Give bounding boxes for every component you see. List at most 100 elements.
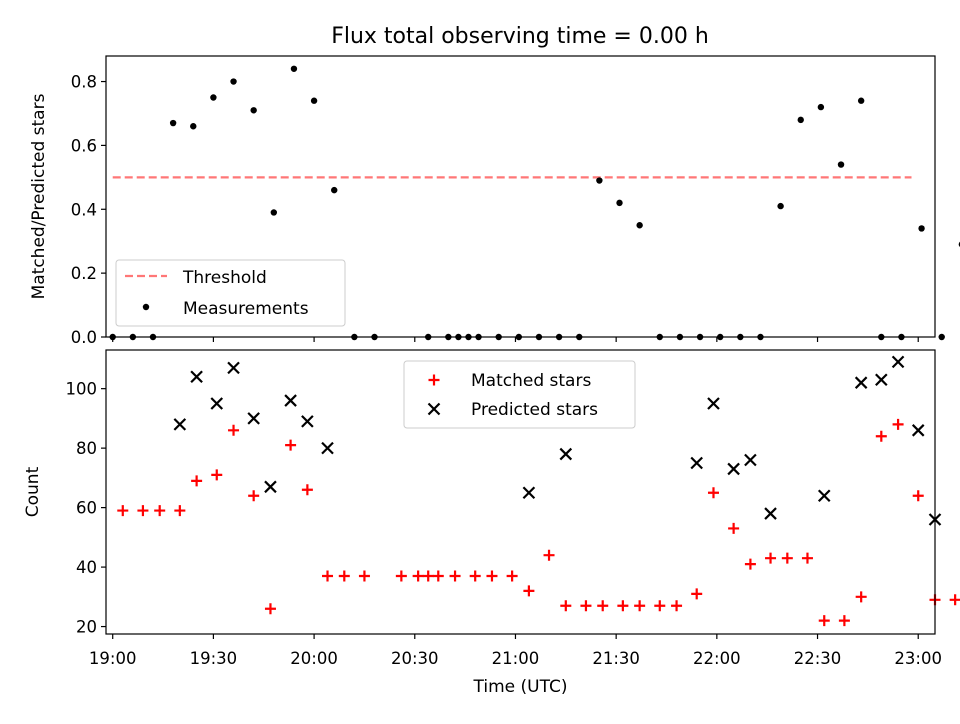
- measurement-point: [190, 123, 197, 130]
- measurement-point: [210, 94, 217, 101]
- measurement-point: [596, 177, 603, 184]
- matched-star-point: [469, 570, 481, 582]
- legend-predicted-label: Predicted stars: [471, 400, 598, 420]
- matched-star-point: [855, 591, 867, 603]
- matched-star-point: [395, 570, 407, 582]
- bottom-plot-frame: [105, 349, 936, 635]
- matched-star-point: [248, 490, 260, 502]
- matched-star-point: [264, 603, 276, 615]
- matched-star-point: [580, 600, 592, 612]
- measurement-point: [817, 103, 825, 111]
- measurement-point: [857, 97, 865, 104]
- top-y-axis-label: Matched/Predicted stars: [29, 93, 49, 299]
- matched-star-point: [838, 615, 850, 627]
- predicted-star-point: [891, 355, 905, 369]
- matched-star-point: [597, 600, 609, 612]
- top-y-tick-label: 0.8: [71, 73, 97, 92]
- predicted-star-point: [210, 397, 224, 410]
- measurement-point: [938, 333, 945, 341]
- matched-star-point: [412, 570, 424, 582]
- bottom-legend-box: [403, 360, 636, 429]
- measurement-point: [310, 97, 318, 104]
- measurement-point: [250, 107, 257, 114]
- measurement-point: [270, 209, 278, 216]
- measurement-point: [616, 199, 623, 207]
- matched-star-point: [486, 570, 498, 582]
- matched-star-point: [117, 505, 129, 517]
- top-y-tick-label: 0.6: [71, 136, 97, 155]
- predicted-star-point: [559, 447, 573, 461]
- bottom-x-tick-label: 20:00: [290, 649, 338, 668]
- legend-predicted-swatch: [427, 402, 441, 416]
- matched-star-point: [707, 487, 719, 499]
- bottom-x-tick-label: 22:00: [693, 649, 741, 668]
- matched-star-point: [892, 418, 904, 430]
- predicted-star-point: [522, 486, 536, 500]
- predicted-star-point: [284, 394, 297, 407]
- matched-star-point: [432, 570, 444, 582]
- matched-star-point: [154, 505, 166, 517]
- bottom-x-tick-label: 20:30: [391, 649, 439, 668]
- legend-threshold-label: Threshold: [182, 268, 267, 288]
- top-legend-box: [115, 259, 346, 327]
- matched-star-point: [523, 585, 535, 597]
- bottom-x-tick-label: 19:30: [190, 649, 238, 668]
- predicted-star-point: [727, 462, 740, 476]
- top-panel: 0.0 0.2 0.4 0.6 0.8 Matched/Predicted stars Th…: [29, 55, 960, 347]
- legend-matched-swatch: [428, 374, 440, 386]
- matched-star-point: [671, 600, 683, 612]
- matched-star-point: [781, 552, 793, 564]
- predicted-star-point: [817, 489, 831, 502]
- measurement-point: [169, 119, 177, 127]
- matched-star-point: [137, 505, 149, 517]
- measurement-point: [918, 225, 925, 232]
- bottom-x-tick-label: 22:30: [794, 649, 842, 668]
- top-plot-frame: [105, 55, 936, 338]
- chart-title: Flux total observing time = 0.00 h: [331, 24, 709, 49]
- predicted-star-point: [764, 507, 777, 520]
- matched-star-point: [560, 600, 572, 612]
- measurement-point: [837, 161, 845, 168]
- matched-star-point: [338, 570, 350, 582]
- predicted-star-point: [911, 424, 925, 437]
- bottom-y-tick-label: 20: [76, 618, 97, 637]
- top-y-tick-label: 0.4: [71, 200, 97, 219]
- predicted-star-point: [264, 480, 277, 494]
- bottom-y-axis-label: Count: [23, 466, 43, 517]
- predicted-star-point: [690, 456, 703, 470]
- matched-star-point: [285, 439, 297, 451]
- matched-star-point: [322, 570, 334, 582]
- matched-star-point: [543, 549, 555, 561]
- predicted-star-point: [227, 361, 240, 375]
- measurement-point: [636, 222, 643, 229]
- matched-star-point: [912, 490, 924, 502]
- bottom-x-tick-label: 23:00: [894, 649, 942, 668]
- matched-star-point: [358, 570, 370, 582]
- bottom-y-tick-label: 80: [76, 439, 97, 458]
- legend-measurements-label: Measurements: [183, 299, 309, 319]
- matched-star-point: [506, 570, 518, 582]
- top-y-tick-label: 0.0: [71, 328, 97, 347]
- predicted-star-point: [247, 412, 260, 425]
- matched-star-point: [449, 570, 461, 582]
- matched-star-point: [174, 505, 186, 517]
- matched-star-point: [211, 469, 223, 481]
- x-axis-label: Time (UTC): [473, 677, 568, 697]
- bottom-x-tick-label: 21:30: [592, 649, 640, 668]
- predicted-star-point: [854, 376, 868, 389]
- bottom-x-tick-label: 21:00: [492, 649, 540, 668]
- bottom-y-tick-label: 60: [76, 499, 97, 518]
- measurement-point: [230, 78, 237, 85]
- legend-measurements-swatch: [142, 303, 150, 311]
- matched-star-point: [654, 600, 666, 612]
- legend-matched-label: Matched stars: [471, 371, 591, 391]
- matched-star-point: [634, 600, 646, 612]
- matched-star-point: [617, 600, 629, 612]
- measurement-point: [797, 116, 804, 124]
- matched-star-point: [301, 484, 313, 496]
- predicted-star-point: [321, 441, 334, 455]
- matched-star-point: [744, 558, 756, 570]
